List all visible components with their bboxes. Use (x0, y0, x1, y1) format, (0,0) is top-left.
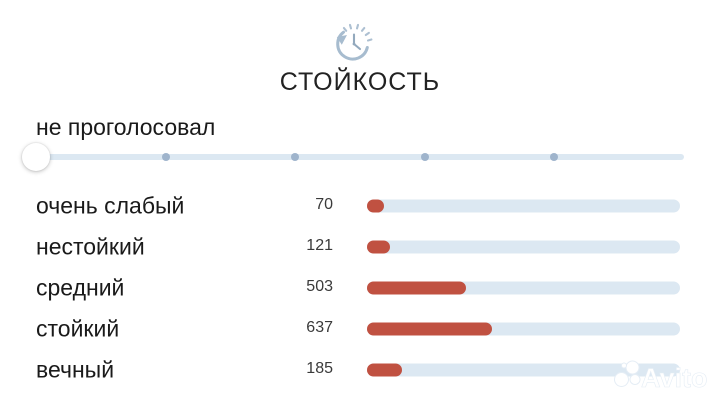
svg-text:Avito: Avito (641, 363, 708, 393)
